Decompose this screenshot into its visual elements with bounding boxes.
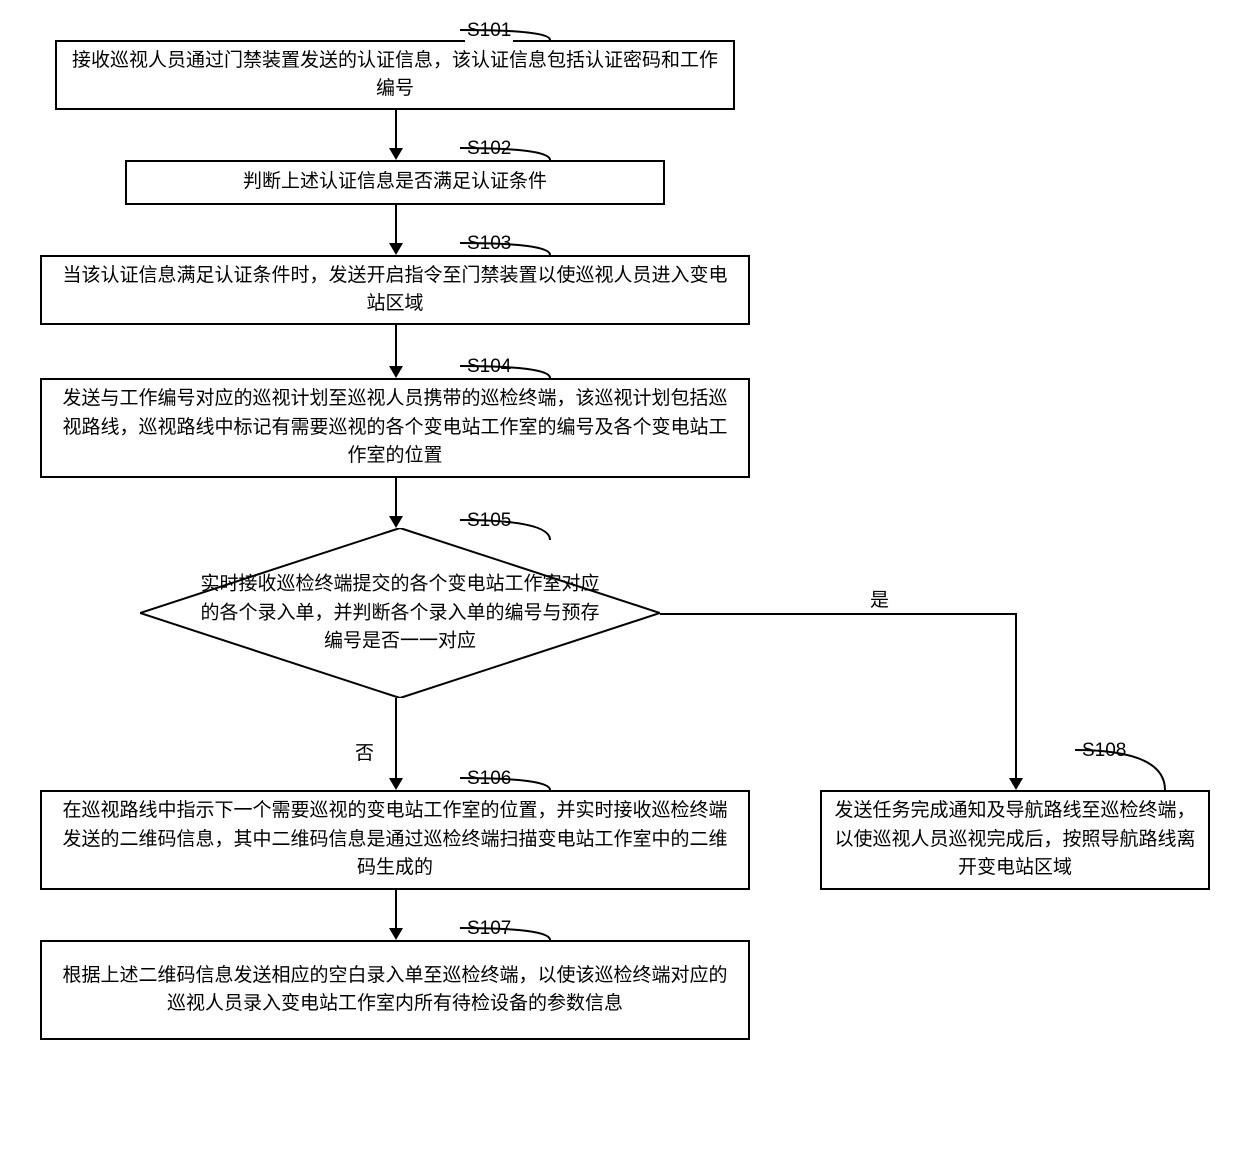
edge-vertical xyxy=(395,890,397,930)
edge-vertical xyxy=(395,205,397,245)
leader-curve xyxy=(455,238,555,260)
flowchart-decision-s105: 实时接收巡检终端提交的各个变电站工作室对应的各个录入单，并判断各个录入单的编号与… xyxy=(140,528,660,698)
leader-curve xyxy=(455,143,555,165)
leader-curve xyxy=(1070,745,1170,795)
leader-curve xyxy=(455,361,555,383)
edge-vertical xyxy=(395,325,397,368)
arrow-head-icon xyxy=(389,366,403,378)
arrow-head-icon xyxy=(1009,778,1023,790)
decision-text: 实时接收巡检终端提交的各个变电站工作室对应的各个录入单，并判断各个录入单的编号与… xyxy=(192,570,608,656)
edge-vertical xyxy=(1015,613,1017,780)
branch-label-no: 否 xyxy=(355,738,374,765)
leader-curve xyxy=(455,923,555,945)
edge-vertical xyxy=(395,478,397,518)
flowchart-step-s106: 在巡视路线中指示下一个需要巡视的变电站工作室的位置，并实时接收巡检终端发送的二维… xyxy=(40,790,750,890)
leader-curve xyxy=(455,773,555,795)
flowchart-step-s102: 判断上述认证信息是否满足认证条件 xyxy=(125,160,665,205)
edge-vertical xyxy=(395,698,397,780)
arrow-head-icon xyxy=(389,148,403,160)
edge-horizontal xyxy=(660,613,1015,615)
flowchart-step-s108: 发送任务完成通知及导航路线至巡检终端，以使巡视人员巡视完成后，按照导航路线离开变… xyxy=(820,790,1210,890)
flowchart-step-s101: 接收巡视人员通过门禁装置发送的认证信息，该认证信息包括认证密码和工作编号 xyxy=(55,40,735,110)
arrow-head-icon xyxy=(389,516,403,528)
flowchart-step-s107: 根据上述二维码信息发送相应的空白录入单至巡检终端，以使该巡检终端对应的巡视人员录… xyxy=(40,940,750,1040)
leader-curve xyxy=(455,25,555,45)
flowchart-step-s104: 发送与工作编号对应的巡视计划至巡视人员携带的巡检终端，该巡视计划包括巡视路线，巡… xyxy=(40,378,750,478)
edge-vertical xyxy=(395,110,397,150)
arrow-head-icon xyxy=(389,778,403,790)
arrow-head-icon xyxy=(389,928,403,940)
flowchart-canvas: 否是接收巡视人员通过门禁装置发送的认证信息，该认证信息包括认证密码和工作编号S1… xyxy=(20,20,1220,1148)
leader-curve xyxy=(455,515,555,545)
branch-label-yes: 是 xyxy=(870,585,889,612)
arrow-head-icon xyxy=(389,243,403,255)
flowchart-step-s103: 当该认证信息满足认证条件时，发送开启指令至门禁装置以使巡视人员进入变电站区域 xyxy=(40,255,750,325)
